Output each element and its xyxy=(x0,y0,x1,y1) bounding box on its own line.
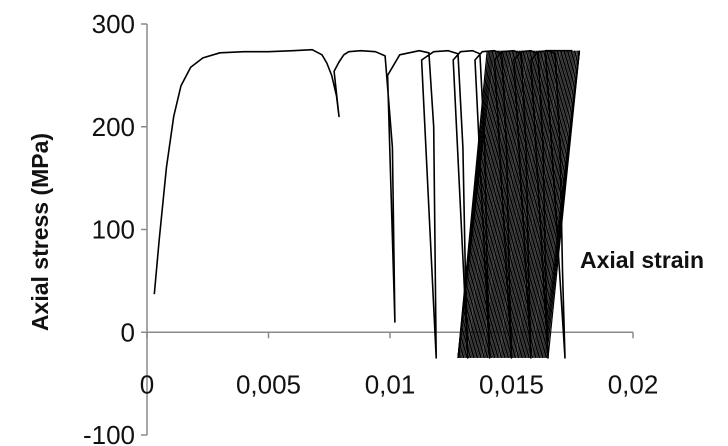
cycle-line xyxy=(509,50,547,358)
cycle-line xyxy=(520,50,559,358)
cycle-line xyxy=(467,50,505,358)
cycle-line xyxy=(514,50,553,358)
cycle-line xyxy=(474,50,512,358)
cycle-line xyxy=(495,50,533,358)
cycle-line xyxy=(464,50,502,358)
cycle-line xyxy=(526,50,564,358)
x-tick-label: 0,02 xyxy=(608,369,659,399)
cycle-line xyxy=(527,50,566,358)
cycle-line xyxy=(510,50,549,358)
cycle-line xyxy=(507,50,546,358)
plot-area xyxy=(153,48,581,359)
cycle-line xyxy=(533,50,571,358)
cycle-line xyxy=(547,50,581,358)
x-axis: 0 0,005 0,01 0,015 0,02 xyxy=(140,331,659,399)
cycle-line xyxy=(496,50,535,358)
y-axis-title: Axial stress (MPa) xyxy=(27,133,53,331)
cycle-line xyxy=(517,50,556,358)
cycle-line xyxy=(536,50,574,358)
cycle-line xyxy=(537,50,576,358)
cycle-line xyxy=(534,50,573,358)
cycle-line xyxy=(505,50,543,358)
y-axis: -100 0 100 200 300 xyxy=(83,9,148,446)
cycle-line xyxy=(513,50,552,358)
cycle-line xyxy=(516,50,554,358)
x-tick-label: 0,005 xyxy=(236,369,301,399)
cycle-line xyxy=(500,50,539,358)
cycle-line xyxy=(493,50,532,358)
cycle-line xyxy=(491,50,529,358)
cycle-line xyxy=(468,50,507,358)
cycle-line xyxy=(529,50,567,358)
cycle-line xyxy=(524,50,563,358)
cycle-line xyxy=(488,50,526,358)
y-tick-label: 200 xyxy=(92,112,135,142)
cycle-line xyxy=(512,50,550,358)
cycle-line xyxy=(472,50,511,358)
y-tick-label: 300 xyxy=(92,9,135,39)
cycle-line xyxy=(541,50,580,358)
cycle-line xyxy=(519,50,557,358)
cycle-line xyxy=(530,50,569,358)
x-tick-label: 0,015 xyxy=(479,369,544,399)
cycle-line xyxy=(465,50,504,358)
cycle-line xyxy=(484,50,522,358)
cycle-line xyxy=(499,50,538,358)
x-axis-title: Axial strain xyxy=(580,247,704,273)
cycle-line xyxy=(489,50,528,358)
cycle-line xyxy=(485,50,523,358)
x-tick-label: 0 xyxy=(140,369,154,399)
cycle-line xyxy=(506,50,545,358)
cycle-line xyxy=(498,50,536,358)
cycle-line xyxy=(522,50,560,358)
cycle-line xyxy=(531,50,570,358)
cycle-line xyxy=(538,50,577,358)
cycle-line xyxy=(502,50,540,358)
cycle-line xyxy=(475,50,514,358)
cycle-line xyxy=(492,50,531,358)
y-tick-label: 100 xyxy=(92,215,135,245)
cycle-line xyxy=(469,50,508,358)
cycle-line xyxy=(503,50,542,358)
cycle-line xyxy=(481,50,519,358)
cycle-line xyxy=(540,50,578,358)
cycle-line xyxy=(478,50,516,358)
cycle-line xyxy=(462,50,501,358)
cycle-line xyxy=(458,50,497,358)
cycle-line xyxy=(482,50,521,358)
cycle-line xyxy=(476,50,515,358)
x-tick-label: 0,01 xyxy=(365,369,416,399)
y-tick-label: -100 xyxy=(83,420,135,446)
cyclic-band xyxy=(457,50,581,358)
cycle-line xyxy=(461,50,500,358)
cycle-line xyxy=(460,50,498,358)
cycle-line xyxy=(479,50,518,358)
cycle-line xyxy=(523,50,562,358)
cycle-line xyxy=(486,50,525,358)
y-tick-label: 0 xyxy=(121,317,135,347)
cycle-line xyxy=(457,50,495,358)
cycle-line xyxy=(471,50,509,358)
